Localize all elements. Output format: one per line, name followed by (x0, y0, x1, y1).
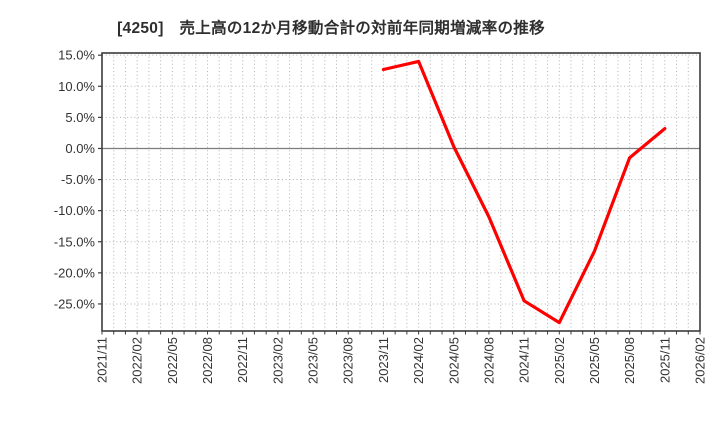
x-axis-tick-label: 2024/11 (517, 337, 532, 383)
x-axis-tick-label: 2022/08 (200, 337, 215, 384)
x-axis-tick-label: 2023/11 (376, 337, 391, 383)
y-axis-tick-label: 10.0% (58, 79, 95, 94)
x-axis-tick-label: 2025/11 (657, 337, 672, 383)
y-axis-tick-label: -20.0% (54, 265, 96, 280)
x-axis-tick-label: 2024/05 (446, 337, 461, 384)
plot-border (101, 52, 701, 332)
y-axis-tick-label: -25.0% (54, 296, 96, 311)
data-line-series (381, 59, 667, 325)
x-axis-tick-label: 2026/02 (693, 337, 708, 384)
y-axis-tick-label: -5.0% (61, 172, 95, 187)
y-axis-tick-label: -15.0% (54, 234, 96, 249)
x-axis-tick-label: 2025/02 (552, 337, 567, 384)
x-axis-tick-label: 2022/02 (130, 337, 145, 384)
chart-title: [4250] 売上高の12か月移動合計の対前年同期増減率の推移 (117, 20, 545, 37)
x-axis-tick-label: 2022/11 (235, 337, 250, 383)
x-axis-tick-label: 2025/05 (587, 337, 602, 384)
x-axis-tick-label: 2022/05 (165, 337, 180, 384)
y-axis-tick-label: -10.0% (54, 203, 96, 218)
x-axis-tick-label: 2024/08 (481, 337, 496, 384)
y-axis-tick-label: 5.0% (65, 110, 95, 125)
y-axis-tick-label: 15.0% (58, 48, 95, 63)
x-axis-tick-label: 2024/02 (411, 337, 426, 384)
x-axis-tick-label: 2023/08 (341, 337, 356, 384)
y-axis-tick-label: 0.0% (65, 141, 95, 156)
x-axis-tick-label: 2023/05 (306, 337, 321, 384)
x-axis-tick-label: 2021/11 (95, 337, 110, 383)
x-axis-tick-label: 2025/08 (622, 337, 637, 384)
x-axis-tick-label: 2023/02 (270, 337, 285, 384)
